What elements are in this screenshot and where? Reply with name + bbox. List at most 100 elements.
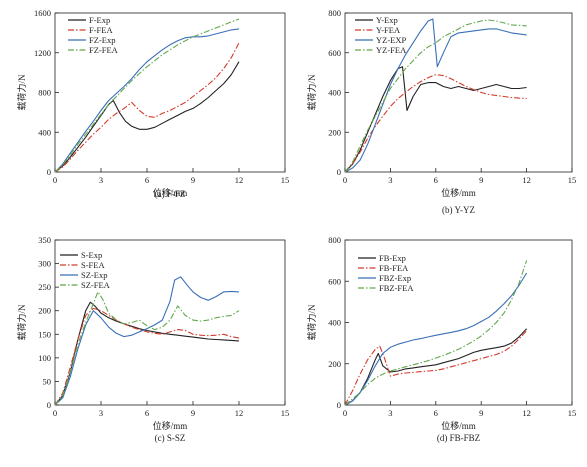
panel-b: 0 3 6 9 12 15 0 200 400 600 800 位移/mm 载荷力/N (b) Y-YZ Y…: [306, 8, 576, 215]
y-axis-label: 载荷力/N: [306, 74, 317, 111]
y-tick-label: 50: [43, 376, 52, 386]
x-tick-label: 9: [191, 408, 195, 418]
y-tick-label: 300: [38, 259, 51, 269]
series-line-SZ-Exp: [54, 276, 240, 406]
series-line-FBZ-FEA: [344, 260, 528, 406]
y-tick-label: 0: [337, 400, 341, 410]
x-axis-label: 位移/mm: [153, 187, 188, 198]
x-tick-label: 3: [388, 408, 392, 418]
x-tick-label: 0: [343, 408, 347, 418]
x-tick-label: 12: [235, 175, 244, 185]
x-tick-label: 0: [53, 175, 57, 185]
series-line-Y-Exp: [344, 66, 527, 173]
y-tick-label: 200: [328, 127, 341, 137]
series-line-S-FEA: [54, 307, 240, 406]
x-tick-label: 15: [568, 408, 577, 418]
series-line-F-FEA: [54, 42, 240, 173]
panel-d: 0 3 6 9 12 15 0 200 400 600 800 位移/mm 载荷力/N (d) FB-FB…: [306, 235, 576, 443]
legend-label: FZ-Exp: [89, 35, 115, 45]
series-line-FZ-Exp: [54, 28, 240, 173]
series-line-FBZ-Exp: [344, 272, 528, 406]
legend-label: FZ-FEA: [89, 45, 119, 55]
x-tick-label: 15: [568, 175, 577, 185]
legend-label: YZ-EXP: [376, 35, 406, 45]
x-tick-label: 9: [191, 175, 195, 185]
legend-label: YZ-FEA: [376, 45, 407, 55]
series-line-S-Exp: [54, 301, 240, 406]
legend-label: FB-FEA: [379, 263, 409, 273]
series-line-Y-FEA: [344, 74, 527, 173]
x-tick-label: 12: [235, 408, 244, 418]
legend-label: FBZ-FEA: [379, 283, 414, 293]
y-tick-label: 150: [38, 329, 51, 339]
x-tick-label: 0: [343, 175, 347, 185]
panel-caption: (b) Y-YZ: [442, 205, 475, 215]
x-tick-label: 12: [522, 408, 531, 418]
y-tick-label: 400: [38, 127, 51, 137]
panel-caption: (d) FB-FBZ: [437, 433, 480, 443]
x-tick-label: 3: [99, 175, 103, 185]
y-tick-label: 0: [47, 167, 51, 177]
plot-frame: [54, 239, 286, 406]
panel-caption: (a) F-FZ: [155, 189, 186, 199]
x-tick-label: 15: [281, 408, 290, 418]
series-line-FZ-FEA: [54, 18, 240, 173]
y-tick-label: 600: [328, 48, 341, 58]
y-tick-label: 600: [328, 276, 341, 286]
x-tick-label: 6: [434, 175, 438, 185]
series-line-YZ-EXP: [344, 18, 527, 173]
x-tick-label: 3: [388, 175, 392, 185]
y-tick-label: 1600: [34, 8, 51, 18]
y-axis-label: 载荷力/N: [306, 304, 317, 341]
y-axis-label: 载荷力/N: [16, 74, 27, 111]
y-tick-label: 400: [328, 318, 341, 328]
y-tick-label: 400: [328, 88, 341, 98]
legend-label: F-Exp: [89, 15, 110, 25]
x-axis-label: 位移/mm: [153, 420, 188, 431]
y-axis-label: 载荷力/N: [16, 304, 27, 341]
y-tick-label: 200: [328, 359, 341, 369]
x-axis-label: 位移/mm: [441, 187, 476, 198]
y-tick-label: 250: [38, 282, 51, 292]
y-tick-label: 200: [38, 306, 51, 316]
series-line-FB-FEA: [344, 330, 528, 406]
panel-caption: (c) S-SZ: [155, 433, 186, 443]
legend-label: FBZ-Exp: [379, 273, 411, 283]
legend-label: SZ-FEA: [81, 280, 111, 290]
series-line-SZ-FEA: [54, 291, 240, 406]
legend-label: FB-Exp: [379, 253, 406, 263]
legend-label: SZ-Exp: [81, 270, 107, 280]
series-line-FB-Exp: [344, 328, 528, 406]
y-tick-label: 0: [337, 167, 341, 177]
legend-label: F-FEA: [89, 25, 113, 35]
y-tick-label: 350: [38, 235, 51, 245]
x-tick-label: 6: [145, 408, 149, 418]
y-tick-label: 800: [328, 8, 341, 18]
legend-label: S-FEA: [81, 260, 105, 270]
x-tick-label: 6: [145, 175, 149, 185]
x-tick-label: 9: [479, 408, 483, 418]
x-tick-label: 12: [522, 175, 531, 185]
y-tick-label: 100: [38, 353, 51, 363]
x-tick-label: 6: [434, 408, 438, 418]
x-axis-label: 位移/mm: [441, 420, 476, 431]
y-tick-label: 1200: [34, 48, 51, 58]
x-tick-label: 9: [479, 175, 483, 185]
legend-label: S-Exp: [81, 250, 102, 260]
y-tick-label: 800: [38, 88, 51, 98]
x-tick-label: 0: [53, 408, 57, 418]
y-tick-label: 0: [47, 400, 51, 410]
x-tick-label: 3: [99, 408, 103, 418]
panel-a: 0 3 6 9 12 15 0 400 800 1200 1600 位移/mm 载荷力/N (a) F-F…: [16, 8, 289, 199]
legend-label: Y-FEA: [376, 25, 401, 35]
series-line-F-Exp: [54, 61, 240, 173]
panel-c: 0 3 6 9 12 15050100150200250300350位移/mm载荷力/N(…: [16, 235, 289, 443]
legend-label: Y-Exp: [376, 15, 398, 25]
y-tick-label: 800: [328, 235, 341, 245]
x-tick-label: 15: [281, 175, 290, 185]
